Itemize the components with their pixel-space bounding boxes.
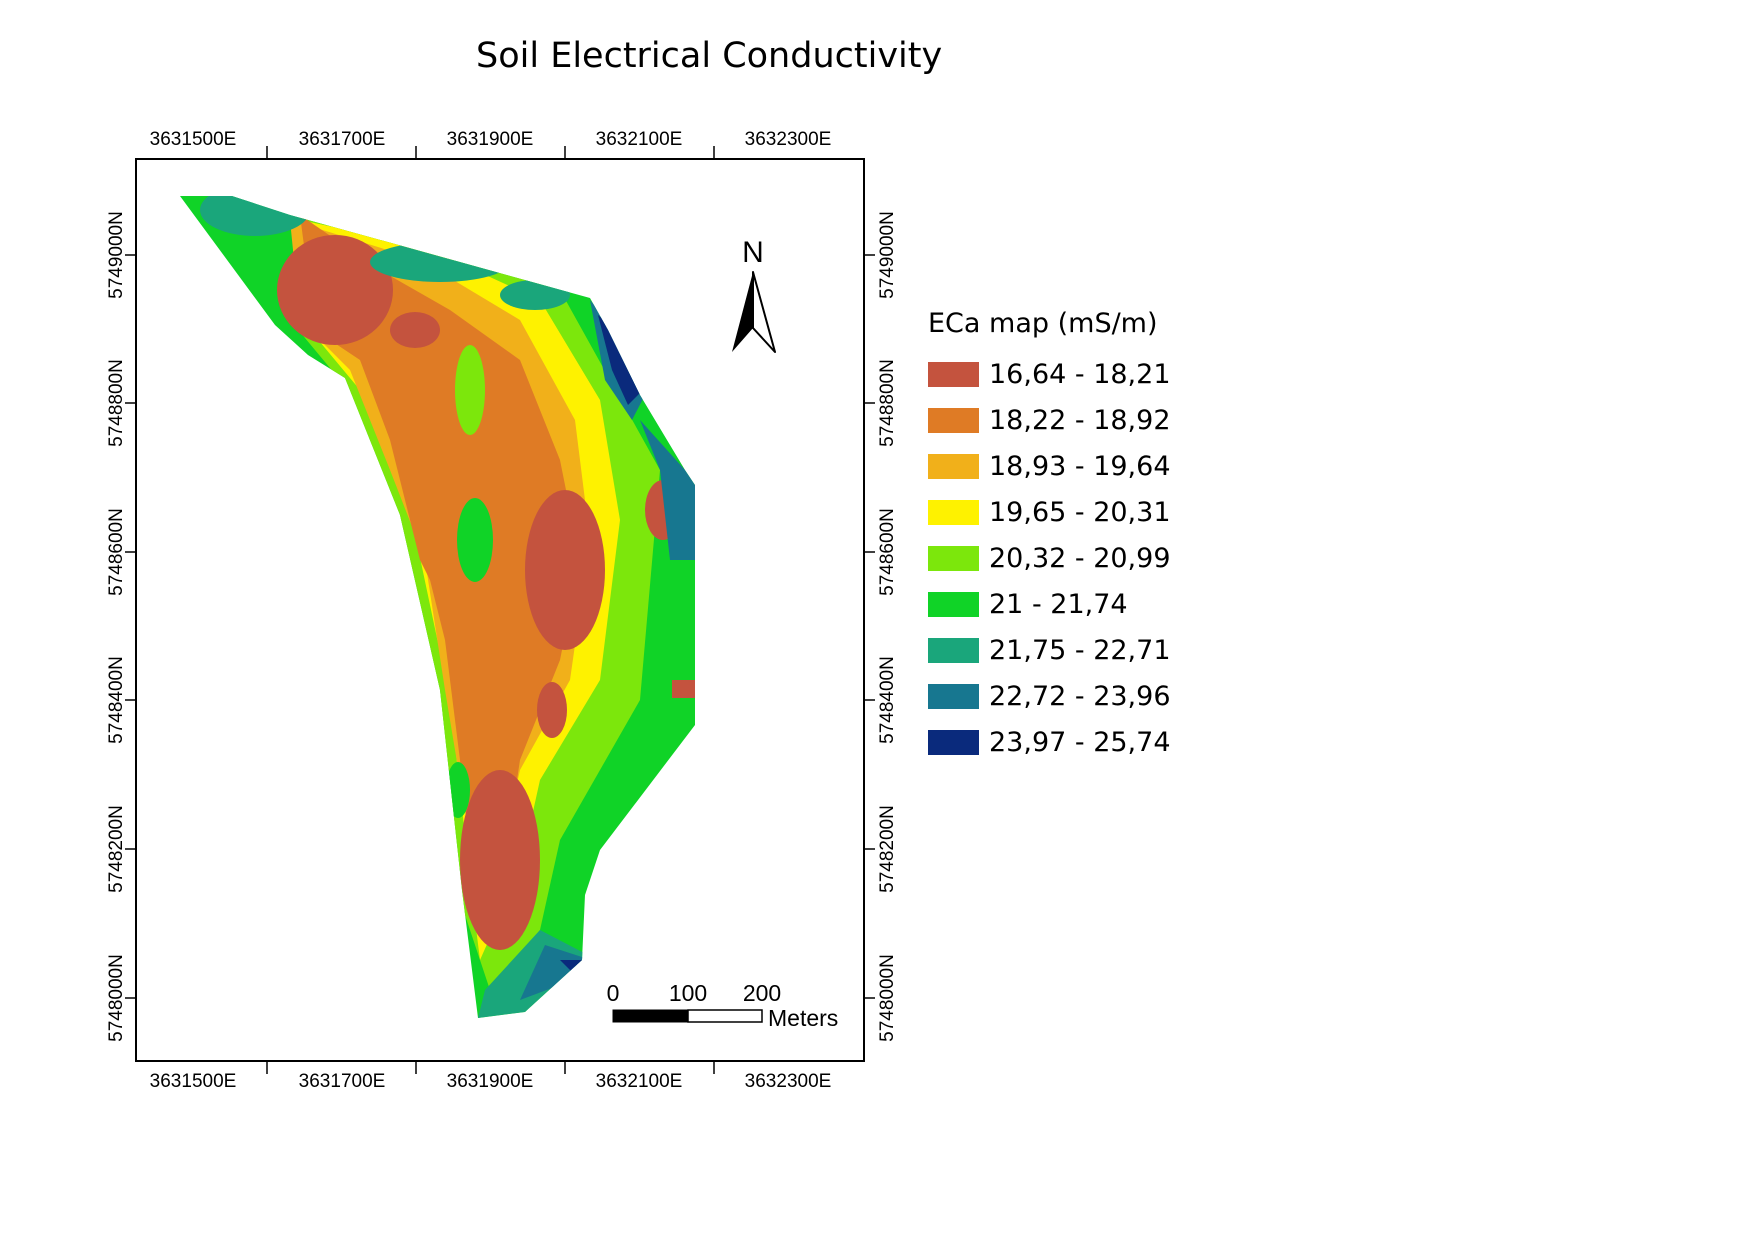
northing-label-right: 5748800N — [877, 359, 898, 447]
north-arrow-icon — [732, 271, 776, 353]
northing-label-right: 5748600N — [877, 508, 898, 596]
legend-swatch — [928, 637, 979, 663]
northing-label-right: 5748200N — [877, 805, 898, 893]
legend-label: 22,72 - 23,96 — [989, 680, 1171, 712]
legend-item: 21,75 - 22,71 — [928, 627, 1171, 673]
northing-label-right: 5748400N — [877, 656, 898, 744]
northing-label-right: 5749000N — [877, 211, 898, 299]
northing-label-right: 5748000N — [877, 954, 898, 1042]
legend-item: 18,22 - 18,92 — [928, 397, 1171, 443]
legend-label: 16,64 - 18,21 — [989, 358, 1171, 390]
legend-label: 21 - 21,74 — [989, 588, 1128, 620]
easting-label-top: 3632100E — [596, 129, 683, 150]
legend-label: 20,32 - 20,99 — [989, 542, 1171, 574]
legend-item: 20,32 - 20,99 — [928, 535, 1171, 581]
scale-segment-empty — [687, 1009, 763, 1023]
northing-label-left: 5748200N — [106, 805, 127, 893]
map-frame — [135, 158, 865, 1062]
legend-item: 16,64 - 18,21 — [928, 351, 1171, 397]
legend-item: 21 - 21,74 — [928, 581, 1171, 627]
legend-label: 18,22 - 18,92 — [989, 404, 1171, 436]
legend-item: 18,93 - 19,64 — [928, 443, 1171, 489]
northing-label-left: 5748400N — [106, 656, 127, 744]
legend-item: 19,65 - 20,31 — [928, 489, 1171, 535]
easting-label-bottom: 3631700E — [299, 1071, 386, 1092]
easting-label-top: 3632300E — [745, 129, 832, 150]
map-title: Soil Electrical Conductivity — [476, 36, 943, 76]
legend-swatch — [928, 591, 979, 617]
easting-label-bottom: 3631500E — [150, 1071, 237, 1092]
easting-label-bottom: 3632100E — [596, 1071, 683, 1092]
northing-label-left: 5748800N — [106, 359, 127, 447]
legend: ECa map (mS/m) 16,64 - 18,21 18,22 - 18,9… — [928, 308, 1171, 765]
scale-bar: 0 100 200 Meters — [607, 980, 839, 1031]
scale-tick-label: 0 — [607, 980, 620, 1006]
easting-label-bottom: 3632300E — [745, 1071, 832, 1092]
legend-title: ECa map (mS/m) — [928, 308, 1158, 339]
legend-label: 21,75 - 22,71 — [989, 634, 1171, 666]
scale-tick-label: 200 — [743, 980, 781, 1006]
northing-label-left: 5748600N — [106, 508, 127, 596]
legend-swatch — [928, 361, 979, 387]
scale-tick-label: 100 — [669, 980, 707, 1006]
easting-ticks — [266, 146, 715, 1074]
legend-item: 23,97 - 25,74 — [928, 719, 1171, 765]
conductivity-field — [180, 196, 695, 1018]
legend-items: 16,64 - 18,21 18,22 - 18,92 18,93 - 19,64 1… — [928, 351, 1171, 765]
legend-label: 18,93 - 19,64 — [989, 450, 1171, 482]
northing-label-left: 5749000N — [106, 211, 127, 299]
legend-item: 22,72 - 23,96 — [928, 673, 1171, 719]
northing-label-left: 5748000N — [106, 954, 127, 1042]
scale-unit: Meters — [768, 1005, 838, 1031]
legend-swatch — [928, 683, 979, 709]
easting-label-top: 3631700E — [299, 129, 386, 150]
easting-label-top: 3631500E — [150, 129, 237, 150]
legend-swatch — [928, 545, 979, 571]
northing-ticks — [125, 254, 875, 999]
north-label: N — [742, 236, 764, 269]
legend-swatch — [928, 499, 979, 525]
scale-segment-filled — [612, 1009, 689, 1023]
legend-swatch — [928, 453, 979, 479]
easting-label-bottom: 3631900E — [447, 1071, 534, 1092]
legend-label: 19,65 - 20,31 — [989, 496, 1171, 528]
legend-swatch — [928, 729, 979, 755]
legend-swatch — [928, 407, 979, 433]
legend-label: 23,97 - 25,74 — [989, 726, 1171, 758]
north-arrow: N — [732, 236, 776, 353]
easting-label-top: 3631900E — [447, 129, 534, 150]
